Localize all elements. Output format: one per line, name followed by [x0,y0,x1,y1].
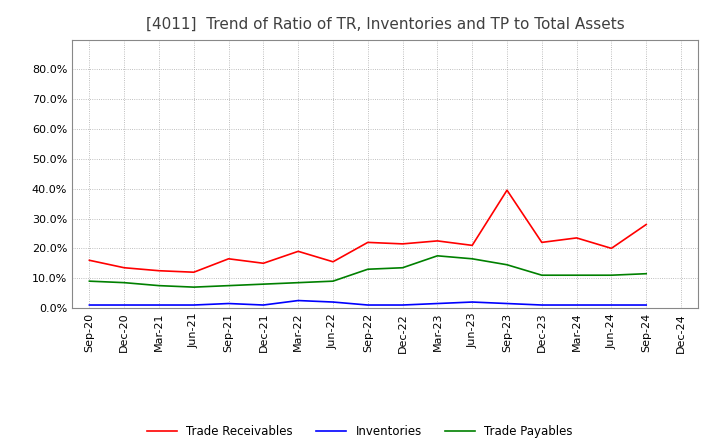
Inventories [189,302,198,308]
Title: [4011]  Trend of Ratio of TR, Inventories and TP to Total Assets: [4011] Trend of Ratio of TR, Inventories… [146,16,624,32]
Trade Receivables [120,265,129,270]
Line: Trade Payables: Trade Payables [89,256,647,287]
Trade Payables [642,271,651,276]
Trade Payables [328,279,337,284]
Trade Receivables [572,235,581,241]
Inventories [328,299,337,304]
Trade Payables [503,262,511,268]
Trade Receivables [155,268,163,273]
Trade Payables [433,253,442,258]
Trade Receivables [503,187,511,193]
Trade Payables [259,282,268,287]
Trade Receivables [364,240,372,245]
Inventories [398,302,407,308]
Trade Receivables [225,256,233,261]
Trade Receivables [537,240,546,245]
Inventories [85,302,94,308]
Inventories [259,302,268,308]
Line: Trade Receivables: Trade Receivables [89,190,647,272]
Trade Receivables [398,241,407,246]
Trade Payables [537,272,546,278]
Trade Receivables [85,258,94,263]
Trade Payables [607,272,616,278]
Inventories [642,302,651,308]
Inventories [225,301,233,306]
Trade Payables [364,267,372,272]
Legend: Trade Receivables, Inventories, Trade Payables: Trade Receivables, Inventories, Trade Pa… [143,421,577,440]
Line: Inventories: Inventories [89,301,647,305]
Trade Receivables [642,222,651,227]
Inventories [294,298,302,303]
Trade Receivables [259,260,268,266]
Trade Payables [189,285,198,290]
Trade Receivables [433,238,442,244]
Inventories [155,302,163,308]
Inventories [503,301,511,306]
Inventories [468,299,477,304]
Inventories [120,302,129,308]
Trade Payables [155,283,163,288]
Inventories [433,301,442,306]
Trade Payables [120,280,129,285]
Trade Receivables [607,246,616,251]
Inventories [607,302,616,308]
Trade Receivables [328,259,337,264]
Trade Payables [572,272,581,278]
Trade Payables [468,256,477,261]
Inventories [364,302,372,308]
Trade Payables [398,265,407,270]
Trade Payables [225,283,233,288]
Trade Payables [85,279,94,284]
Inventories [537,302,546,308]
Inventories [572,302,581,308]
Trade Payables [294,280,302,285]
Trade Receivables [189,270,198,275]
Trade Receivables [468,243,477,248]
Trade Receivables [294,249,302,254]
